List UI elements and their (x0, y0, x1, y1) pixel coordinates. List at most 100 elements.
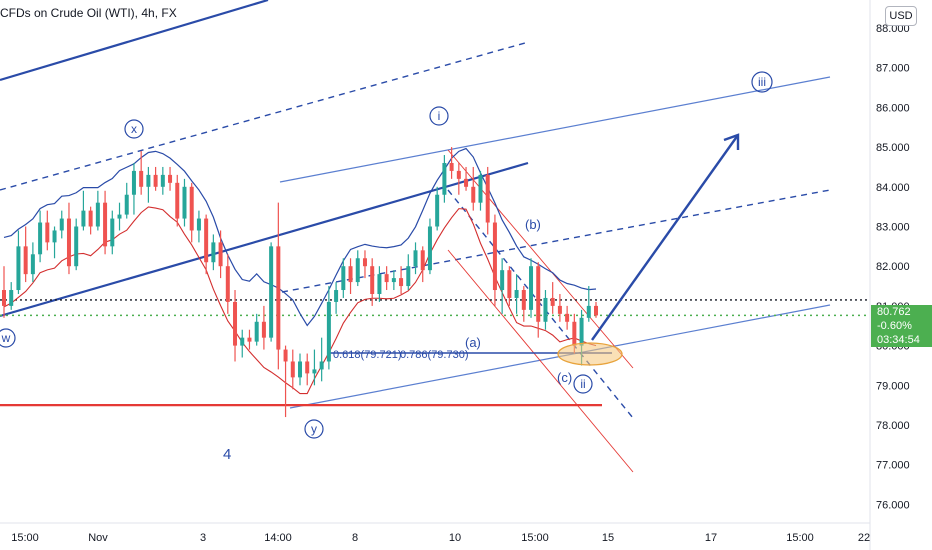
candle (326, 286, 331, 370)
candle (276, 202, 281, 370)
candle (124, 182, 129, 219)
svg-text:x: x (131, 122, 137, 136)
target-ellipse (557, 342, 623, 366)
wave-4-label: 4 (223, 446, 231, 463)
candle (139, 151, 144, 195)
price-tick-label: 84.000 (876, 182, 910, 194)
candle (449, 147, 454, 179)
candle (16, 230, 21, 294)
candle (103, 190, 108, 255)
candle (2, 266, 6, 318)
candle (514, 274, 519, 314)
wave-a-label: (a) (465, 335, 481, 350)
candle (384, 266, 389, 291)
candle (45, 210, 50, 251)
candle (427, 218, 432, 275)
candle (319, 337, 324, 382)
candle (370, 258, 375, 306)
wave-ii-label: ii (573, 374, 593, 394)
candle (399, 266, 404, 294)
time-tick-label: 10 (449, 532, 461, 544)
time-tick-label: 15:00 (786, 532, 814, 544)
wave-c-label: (c) (557, 370, 572, 385)
price-tick-label: 85.000 (876, 142, 910, 154)
candle (81, 190, 86, 231)
price-tag-countdown: 03:34:54 (877, 334, 920, 346)
time-tick-label: Nov (88, 532, 108, 544)
candle (131, 162, 136, 215)
price-tag-price: 80.762 (877, 306, 911, 318)
price-tick-label: 87.000 (876, 63, 910, 75)
candle (485, 166, 490, 235)
candle (218, 230, 223, 279)
wave-x-label: x (124, 119, 144, 139)
candle (168, 166, 173, 191)
price-tick-label: 79.000 (876, 380, 910, 392)
price-tick-label: 78.000 (876, 420, 910, 432)
candle (189, 182, 194, 243)
svg-text:y: y (311, 422, 317, 436)
candle (261, 305, 266, 350)
candle (471, 166, 476, 211)
candle (406, 254, 411, 291)
candle (95, 190, 100, 231)
price-tick-label: 82.000 (876, 261, 910, 273)
candle (290, 349, 295, 390)
candle (550, 282, 555, 314)
candle (334, 282, 339, 314)
candle (175, 174, 180, 227)
chart-title: CFDs on Crude Oil (WTI), 4h, FX (0, 6, 177, 20)
red-descending-lower (447, 249, 634, 473)
candle (348, 258, 353, 294)
price-tick-label: 83.000 (876, 222, 910, 234)
candle (30, 242, 35, 283)
candle (66, 202, 71, 275)
dashed-descending-line (447, 189, 634, 419)
candle (565, 305, 570, 330)
candle (557, 293, 562, 322)
candle (9, 282, 14, 310)
candle (225, 254, 230, 314)
price-tick-label: 86.000 (876, 102, 910, 114)
candle (74, 218, 79, 271)
candle (536, 262, 541, 338)
time-tick-label: 15:00 (521, 532, 549, 544)
candles (2, 147, 598, 418)
svg-text:iii: iii (758, 75, 766, 89)
candle (341, 258, 346, 298)
candle (355, 250, 360, 287)
price-tag: 80.762 -0.60% 03:34:54 (871, 305, 932, 347)
candle (529, 258, 534, 318)
price-tag-change: -0.60% (877, 320, 912, 332)
candle (153, 166, 158, 191)
candle (464, 166, 469, 191)
candle (543, 290, 548, 330)
wave-iii-label: iii (751, 71, 773, 93)
candle (456, 162, 461, 195)
candle (312, 349, 317, 386)
lower-band (3, 206, 597, 395)
time-tick-label: 14:00 (264, 532, 292, 544)
svg-text:i: i (438, 109, 441, 123)
candle (233, 290, 238, 362)
time-axis-ticks: 15:00 Nov 3 14:00 8 10 15:00 15 17 15:00 22 (11, 532, 870, 544)
candle (59, 210, 64, 239)
dashed-channel-top (0, 42, 526, 191)
fib-786-label: 0.786(79.730) (400, 349, 469, 361)
time-tick-label: 17 (705, 532, 717, 544)
candle (420, 246, 425, 283)
candle (391, 270, 396, 291)
candle (586, 286, 591, 322)
candle (413, 242, 418, 275)
candle (182, 178, 187, 227)
candle (442, 155, 447, 203)
candle (160, 166, 165, 195)
bands (3, 147, 597, 395)
currency-button[interactable]: USD (885, 6, 917, 26)
wave-y-label: y (304, 419, 324, 439)
time-tick-label: 22 (858, 532, 870, 544)
svg-text:w: w (1, 331, 11, 345)
candle (117, 202, 122, 231)
